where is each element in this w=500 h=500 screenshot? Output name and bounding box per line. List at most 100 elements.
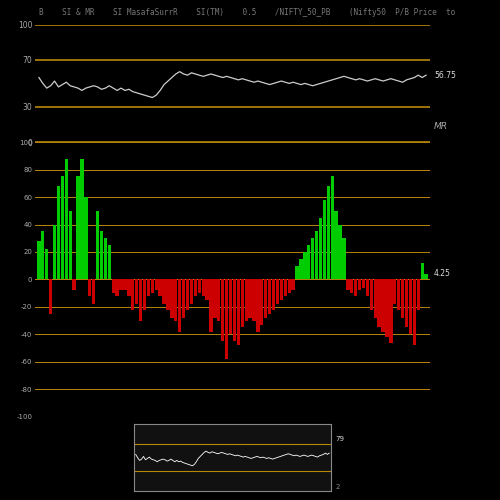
Bar: [76, 176, 80, 280]
Bar: [80, 158, 84, 280]
Bar: [100, 232, 103, 280]
Bar: [112, 280, 115, 293]
Bar: [389, 280, 392, 342]
Bar: [49, 280, 52, 314]
Bar: [198, 280, 201, 293]
Bar: [233, 280, 236, 341]
Bar: [424, 274, 428, 280]
Bar: [127, 280, 130, 296]
Bar: [64, 158, 68, 280]
Bar: [358, 280, 362, 290]
Bar: [147, 280, 150, 296]
Bar: [311, 238, 314, 280]
Bar: [206, 280, 208, 300]
Bar: [178, 280, 182, 332]
Bar: [116, 280, 119, 296]
Bar: [393, 280, 396, 304]
Bar: [260, 280, 264, 324]
Bar: [217, 280, 220, 320]
Bar: [405, 280, 408, 328]
Bar: [409, 280, 412, 334]
Bar: [397, 280, 400, 310]
Bar: [292, 280, 295, 290]
Bar: [248, 280, 252, 318]
Bar: [96, 211, 99, 280]
Bar: [288, 280, 291, 293]
Bar: [386, 280, 388, 337]
Bar: [272, 280, 275, 310]
Bar: [186, 280, 189, 310]
Bar: [382, 280, 384, 332]
Bar: [276, 280, 279, 304]
Bar: [350, 280, 354, 293]
Bar: [362, 280, 365, 287]
Bar: [354, 280, 358, 296]
Bar: [143, 280, 146, 310]
Bar: [338, 224, 342, 280]
Bar: [268, 280, 272, 314]
Bar: [416, 280, 420, 310]
Bar: [264, 280, 268, 318]
Bar: [334, 211, 338, 280]
Bar: [170, 280, 173, 318]
Bar: [37, 241, 40, 280]
Bar: [124, 280, 126, 290]
Bar: [57, 186, 60, 280]
Bar: [326, 186, 330, 280]
Bar: [374, 280, 377, 318]
Text: 2: 2: [335, 484, 340, 490]
Bar: [158, 280, 162, 296]
Bar: [162, 280, 166, 304]
Bar: [135, 280, 138, 304]
Bar: [68, 211, 72, 280]
Text: 4.25: 4.25: [434, 269, 451, 278]
Bar: [202, 280, 205, 296]
Bar: [412, 280, 416, 345]
Bar: [280, 280, 283, 300]
Bar: [296, 266, 298, 280]
Bar: [174, 280, 178, 320]
Bar: [319, 218, 322, 280]
Bar: [221, 280, 224, 341]
Bar: [300, 259, 302, 280]
Text: MR: MR: [434, 122, 448, 131]
Bar: [420, 263, 424, 280]
Bar: [346, 280, 350, 290]
Bar: [53, 224, 56, 280]
Bar: [139, 280, 142, 320]
Text: 56.75: 56.75: [434, 70, 456, 80]
Bar: [88, 280, 92, 296]
Bar: [378, 280, 381, 328]
Bar: [284, 280, 287, 296]
Bar: [307, 245, 310, 280]
Bar: [92, 280, 96, 304]
Bar: [330, 176, 334, 280]
Bar: [182, 280, 186, 318]
Bar: [213, 280, 216, 318]
Bar: [370, 280, 373, 310]
Bar: [108, 245, 111, 280]
Bar: [120, 280, 122, 290]
Bar: [401, 280, 404, 318]
Bar: [131, 280, 134, 310]
Bar: [45, 249, 48, 280]
Bar: [252, 280, 256, 320]
Bar: [190, 280, 193, 304]
Bar: [72, 280, 76, 290]
Text: B    SI & MR    SI MasafaSurrR    SI(TM)    0.5    /NIFTY_50_PB    (Nifty50  P/B: B SI & MR SI MasafaSurrR SI(TM) 0.5 /NIF…: [39, 8, 455, 18]
Bar: [84, 197, 87, 280]
Bar: [60, 176, 64, 280]
Bar: [104, 238, 107, 280]
Bar: [150, 280, 154, 293]
Bar: [194, 280, 197, 296]
Bar: [166, 280, 170, 310]
Bar: [342, 238, 345, 280]
Bar: [315, 232, 318, 280]
Bar: [240, 280, 244, 328]
Bar: [244, 280, 248, 320]
Bar: [229, 280, 232, 334]
Bar: [210, 280, 212, 332]
Bar: [236, 280, 240, 345]
Bar: [366, 280, 369, 296]
Bar: [256, 280, 260, 332]
